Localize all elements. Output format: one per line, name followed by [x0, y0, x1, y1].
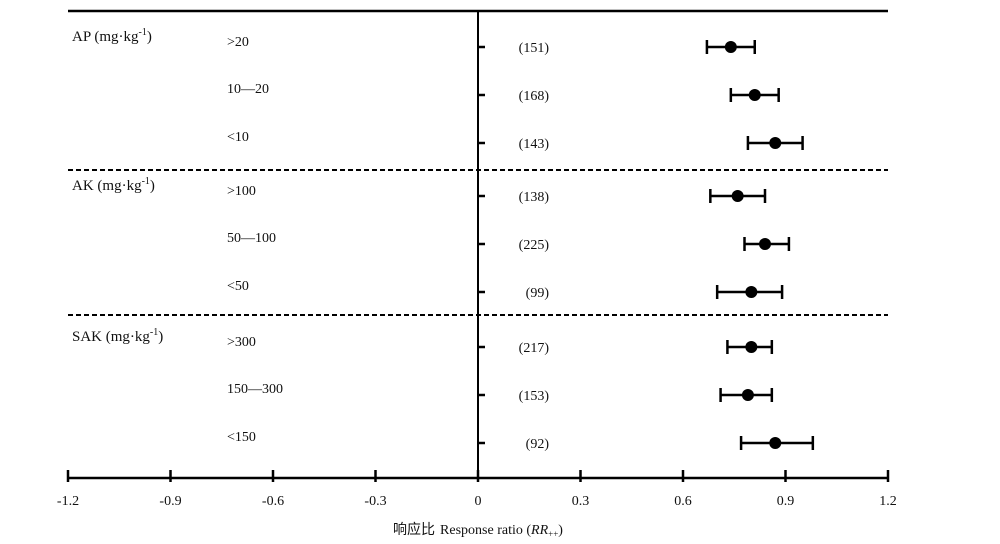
x-tick-label-8: 1.2	[879, 494, 897, 509]
mean-point	[731, 190, 744, 202]
row-sample-size: (143)	[519, 137, 550, 152]
x-tick-label-3: -0.3	[364, 494, 386, 509]
mean-point	[745, 341, 758, 353]
x-tick-label-2: -0.6	[262, 494, 284, 509]
mean-point	[769, 437, 782, 449]
row-label: 150—300	[227, 382, 283, 397]
group-label-1: AK (mg·kg-1)	[72, 176, 155, 194]
x-tick-label-0: -1.2	[57, 494, 79, 509]
x-axis-title-sub: ++	[548, 529, 558, 539]
group-name: AK (mg·kg	[72, 178, 142, 194]
group-name: AP (mg·kg	[72, 29, 139, 45]
x-axis-ticks: -1.2 -0.9 -0.6 -0.3 0 0.3 0.6 0.9 1.2	[57, 470, 897, 509]
x-tick-label-7: 0.9	[777, 494, 795, 509]
x-axis-title-cn: 响应比	[393, 521, 435, 538]
mean-point	[748, 89, 761, 101]
x-tick-label-1: -0.9	[159, 494, 181, 509]
row-sample-size: (92)	[526, 437, 550, 452]
row-sample-size: (99)	[526, 286, 550, 301]
row-sample-size: (168)	[519, 89, 550, 104]
x-tick-label-4: 0	[475, 494, 482, 509]
group-unit-close: )	[158, 329, 163, 345]
group-unit-sup: -1	[139, 27, 147, 38]
row-label: >300	[227, 335, 256, 350]
row-label: >100	[227, 184, 256, 199]
row-label: <10	[227, 130, 249, 145]
group-unit-sup: -1	[150, 327, 158, 338]
mean-point	[741, 389, 754, 401]
group-label-0: AP (mg·kg-1)	[72, 27, 152, 45]
group-label-2: SAK (mg·kg-1)	[72, 327, 163, 345]
row-label: <50	[227, 279, 249, 294]
plot-rows: AP (mg·kg-1) >20 (151)10—20 (168)<10 (143)AK…	[72, 27, 815, 452]
mean-point	[745, 286, 758, 298]
group-unit-close: )	[150, 178, 155, 194]
group-separators	[68, 169, 888, 316]
group-unit-close: )	[147, 29, 152, 45]
row-sample-size: (138)	[519, 190, 550, 205]
row-sample-size: (225)	[519, 238, 550, 253]
x-axis-title-en: Response ratio (	[440, 523, 531, 538]
x-tick-label-5: 0.3	[572, 494, 590, 509]
x-axis-title-var: RR	[530, 523, 549, 538]
row-label: <150	[227, 430, 256, 445]
group-unit-sup: -1	[142, 176, 150, 187]
row-sample-size: (153)	[519, 389, 550, 404]
mean-point	[759, 238, 771, 250]
x-axis-title: 响应比 Response ratio (RR++)	[393, 521, 563, 539]
row-sample-size: (151)	[519, 41, 550, 56]
mean-point	[724, 41, 737, 53]
row-sample-size: (217)	[519, 341, 550, 356]
group-name: SAK (mg·kg	[72, 329, 150, 345]
row-label: >20	[227, 35, 249, 50]
row-label: 10—20	[227, 82, 269, 97]
row-label: 50—100	[227, 231, 276, 246]
x-axis-title-close: )	[558, 523, 563, 538]
mean-point	[769, 137, 782, 149]
x-tick-label-6: 0.6	[674, 494, 692, 509]
